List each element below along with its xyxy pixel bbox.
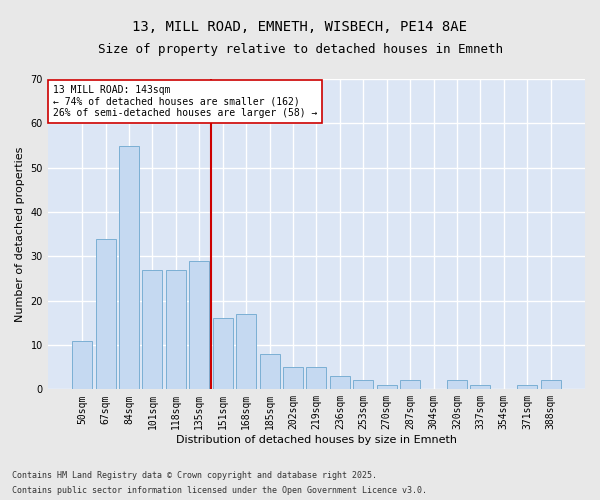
Bar bbox=[447, 380, 467, 390]
Bar bbox=[307, 367, 326, 390]
Bar bbox=[166, 270, 186, 390]
Text: 13, MILL ROAD, EMNETH, WISBECH, PE14 8AE: 13, MILL ROAD, EMNETH, WISBECH, PE14 8AE bbox=[133, 20, 467, 34]
Bar bbox=[283, 367, 303, 390]
Bar bbox=[95, 238, 116, 390]
Bar bbox=[190, 261, 209, 390]
Bar bbox=[517, 385, 537, 390]
Bar bbox=[353, 380, 373, 390]
Bar bbox=[541, 380, 560, 390]
X-axis label: Distribution of detached houses by size in Emneth: Distribution of detached houses by size … bbox=[176, 435, 457, 445]
Bar bbox=[142, 270, 163, 390]
Text: 13 MILL ROAD: 143sqm
← 74% of detached houses are smaller (162)
26% of semi-deta: 13 MILL ROAD: 143sqm ← 74% of detached h… bbox=[53, 85, 317, 118]
Y-axis label: Number of detached properties: Number of detached properties bbox=[15, 146, 25, 322]
Bar bbox=[400, 380, 420, 390]
Bar bbox=[236, 314, 256, 390]
Bar bbox=[377, 385, 397, 390]
Bar bbox=[260, 354, 280, 390]
Bar bbox=[213, 318, 233, 390]
Bar bbox=[72, 340, 92, 390]
Bar bbox=[119, 146, 139, 390]
Text: Contains HM Land Registry data © Crown copyright and database right 2025.: Contains HM Land Registry data © Crown c… bbox=[12, 471, 377, 480]
Bar bbox=[330, 376, 350, 390]
Text: Size of property relative to detached houses in Emneth: Size of property relative to detached ho… bbox=[97, 42, 503, 56]
Text: Contains public sector information licensed under the Open Government Licence v3: Contains public sector information licen… bbox=[12, 486, 427, 495]
Bar bbox=[470, 385, 490, 390]
